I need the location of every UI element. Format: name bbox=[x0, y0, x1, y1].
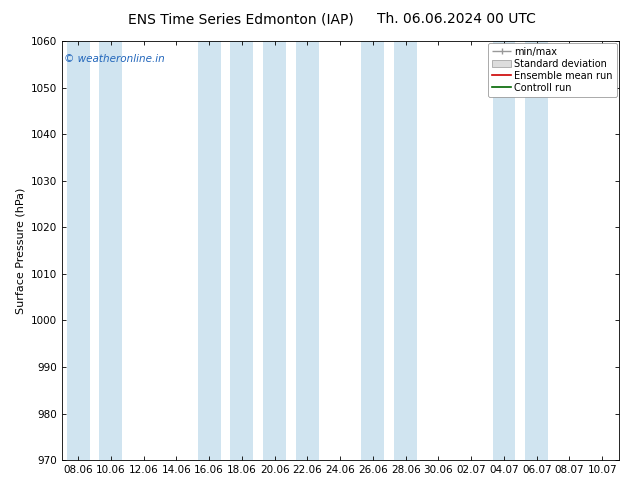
Y-axis label: Surface Pressure (hPa): Surface Pressure (hPa) bbox=[15, 187, 25, 314]
Bar bbox=[394, 41, 417, 460]
Bar bbox=[198, 41, 221, 460]
Text: © weatheronline.in: © weatheronline.in bbox=[65, 53, 165, 64]
Bar bbox=[296, 41, 319, 460]
Bar bbox=[361, 41, 384, 460]
Text: Th. 06.06.2024 00 UTC: Th. 06.06.2024 00 UTC bbox=[377, 12, 536, 26]
Legend: min/max, Standard deviation, Ensemble mean run, Controll run: min/max, Standard deviation, Ensemble me… bbox=[488, 43, 617, 97]
Bar bbox=[263, 41, 286, 460]
Bar bbox=[100, 41, 122, 460]
Text: ENS Time Series Edmonton (IAP): ENS Time Series Edmonton (IAP) bbox=[128, 12, 354, 26]
Bar bbox=[525, 41, 548, 460]
Bar bbox=[67, 41, 89, 460]
Bar bbox=[230, 41, 254, 460]
Bar bbox=[493, 41, 515, 460]
